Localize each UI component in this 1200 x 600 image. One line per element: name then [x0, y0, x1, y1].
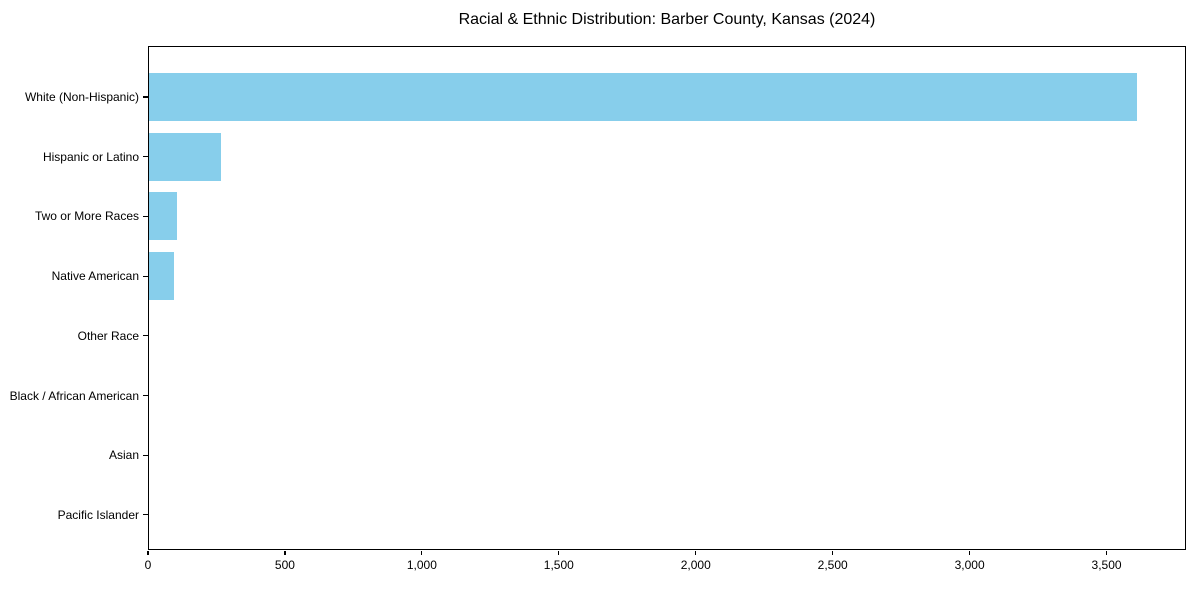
x-tick-label-2000: 2,000 [680, 558, 711, 572]
x-tick-label-500: 500 [274, 558, 295, 572]
x-tick-label-3500: 3,500 [1091, 558, 1122, 572]
y-tick-label-pacific-islander: Pacific Islander [57, 507, 139, 522]
y-tick-label-native-american: Native American [51, 269, 139, 284]
x-tick-mark-1500 [558, 550, 560, 555]
y-tick-mark-two-or-more-races [142, 215, 148, 217]
y-tick-label-two-or-more-races: Two or More Races [34, 209, 139, 224]
x-tick-label-2500: 2,500 [817, 558, 848, 572]
y-tick-mark-white-non-hispanic [142, 96, 148, 98]
y-tick-label-black-african-american: Black / African American [9, 388, 139, 403]
x-tick-mark-3000 [969, 550, 971, 555]
y-tick-label-other-race: Other Race [77, 328, 139, 343]
y-tick-mark-black-african-american [142, 394, 148, 397]
x-tick-mark-2000 [695, 550, 697, 555]
y-tick-mark-pacific-islander [142, 514, 148, 516]
x-tick-label-0: 0 [144, 558, 152, 572]
x-tick-mark-3500 [1105, 550, 1108, 555]
x-tick-label-3000: 3,000 [954, 558, 985, 572]
y-tick-mark-hispanic-or-latino [142, 156, 148, 158]
y-tick-mark-other-race [142, 335, 148, 337]
y-tick-label-white-non-hispanic: White (Non-Hispanic) [24, 90, 139, 104]
bar-hispanic-or-latino [148, 132, 221, 181]
y-tick-mark-native-american [142, 275, 148, 277]
bar-white-non-hispanic [148, 73, 1137, 121]
x-tick-label-1500: 1,500 [543, 558, 574, 572]
bar-two-or-more-races [148, 192, 177, 241]
x-tick-mark-2500 [832, 550, 834, 555]
y-tick-label-hispanic-or-latino: Hispanic or Latino [42, 149, 139, 164]
x-tick-mark-1000 [421, 550, 423, 555]
x-tick-label-1000: 1,000 [406, 558, 437, 572]
y-tick-label-asian: Asian [108, 448, 139, 463]
x-tick-mark-500 [284, 550, 286, 555]
y-tick-mark-asian [142, 454, 148, 456]
chart-title: Racial & Ethnic Distribution: Barber Cou… [458, 11, 876, 28]
bar-other-race [148, 311, 150, 360]
axes-spine-box [148, 46, 1186, 550]
bar-native-american [148, 252, 175, 301]
x-tick-mark-0 [147, 550, 149, 555]
